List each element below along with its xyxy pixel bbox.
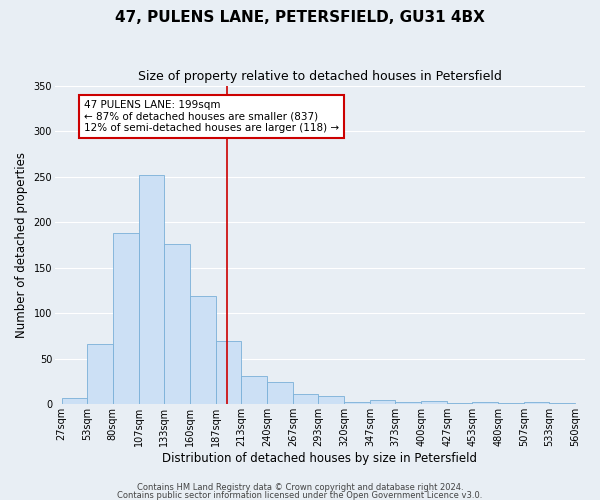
Bar [113,233,139,404]
Y-axis label: Number of detached properties: Number of detached properties [15,152,28,338]
Bar [370,400,395,404]
Bar [139,175,164,404]
Bar [344,402,370,404]
Title: Size of property relative to detached houses in Petersfield: Size of property relative to detached ho… [138,70,502,83]
Bar [164,244,190,404]
Bar [87,344,113,405]
Bar [318,396,344,404]
Bar [190,296,216,405]
Bar [293,394,318,404]
Bar [216,340,241,404]
Bar [524,402,550,404]
Text: 47 PULENS LANE: 199sqm
← 87% of detached houses are smaller (837)
12% of semi-de: 47 PULENS LANE: 199sqm ← 87% of detached… [84,100,339,133]
Bar [421,400,447,404]
Text: Contains HM Land Registry data © Crown copyright and database right 2024.: Contains HM Land Registry data © Crown c… [137,484,463,492]
Bar [62,398,87,404]
Text: Contains public sector information licensed under the Open Government Licence v3: Contains public sector information licen… [118,490,482,500]
X-axis label: Distribution of detached houses by size in Petersfield: Distribution of detached houses by size … [163,452,478,465]
Bar [395,402,421,404]
Bar [472,402,498,404]
Text: 47, PULENS LANE, PETERSFIELD, GU31 4BX: 47, PULENS LANE, PETERSFIELD, GU31 4BX [115,10,485,25]
Bar [241,376,267,404]
Bar [267,382,293,404]
